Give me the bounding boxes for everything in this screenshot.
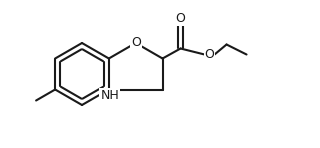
Text: O: O [131, 37, 140, 49]
Text: NH: NH [100, 89, 119, 102]
Text: O: O [204, 48, 214, 61]
Text: O: O [176, 12, 186, 25]
